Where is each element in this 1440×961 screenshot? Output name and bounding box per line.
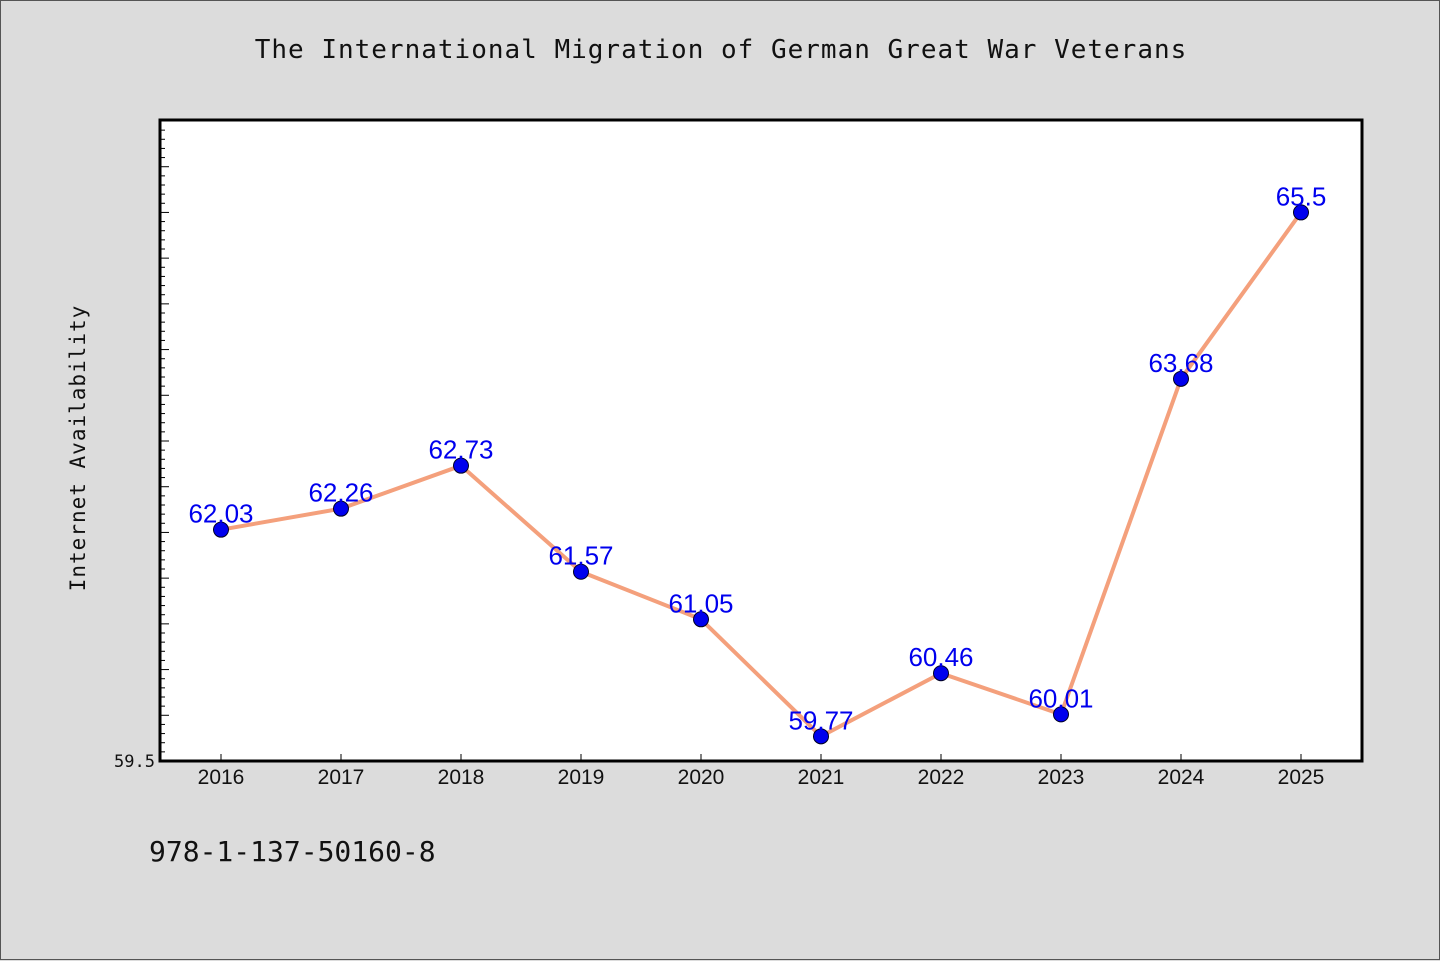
x-tick-label: 2021 — [798, 766, 845, 789]
data-label: 62.26 — [308, 478, 373, 508]
x-tick-label: 2023 — [1038, 766, 1085, 789]
data-labels-layer: 62.03 62.26 62.73 61.57 61.05 59.77 60.46 60.01… — [188, 181, 1326, 735]
y-axis-ticks: 59.5 — [114, 129, 169, 772]
plot-area — [158, 118, 1364, 763]
data-point — [693, 611, 709, 628]
x-tick-label: 2016 — [198, 766, 245, 789]
x-tick-label: 2017 — [318, 766, 365, 789]
data-point — [933, 665, 949, 682]
x-tick-label: 2025 — [1278, 766, 1325, 789]
x-tick-label: 2020 — [678, 766, 725, 789]
data-label: 59.77 — [788, 705, 853, 735]
x-tick-label: 2018 — [438, 766, 485, 789]
data-label: 60.46 — [908, 642, 973, 672]
x-axis-ticks: 2016 2017 2018 2019 2020 2021 2022 2023 2024 2025 — [198, 754, 1325, 789]
data-point — [333, 500, 349, 517]
data-label: 60.01 — [1028, 683, 1093, 713]
data-label: 62.03 — [188, 499, 253, 529]
x-tick-label: 2022 — [918, 766, 965, 789]
data-label: 63.68 — [1148, 348, 1213, 378]
series-layer — [213, 204, 1309, 745]
data-label: 65.5 — [1276, 181, 1327, 211]
y-tick-label: 59.5 — [114, 752, 155, 772]
x-tick-label: 2019 — [558, 766, 605, 789]
data-point — [1293, 204, 1309, 221]
data-point — [573, 563, 589, 580]
y-axis-label: Internet Availability — [66, 304, 90, 592]
footer-isbn: 978-1-137-50160-8 — [149, 835, 436, 868]
data-point — [213, 521, 229, 538]
data-label: 62.73 — [428, 435, 493, 465]
data-point — [1053, 706, 1069, 723]
data-label: 61.05 — [668, 588, 733, 618]
data-point — [453, 457, 469, 474]
x-tick-label: 2024 — [1158, 766, 1205, 789]
series-line — [220, 211, 1303, 739]
data-point — [1173, 370, 1189, 387]
data-label: 61.57 — [548, 541, 613, 571]
data-point — [813, 728, 829, 745]
chart-title: The International Migration of German Gr… — [254, 35, 1188, 65]
